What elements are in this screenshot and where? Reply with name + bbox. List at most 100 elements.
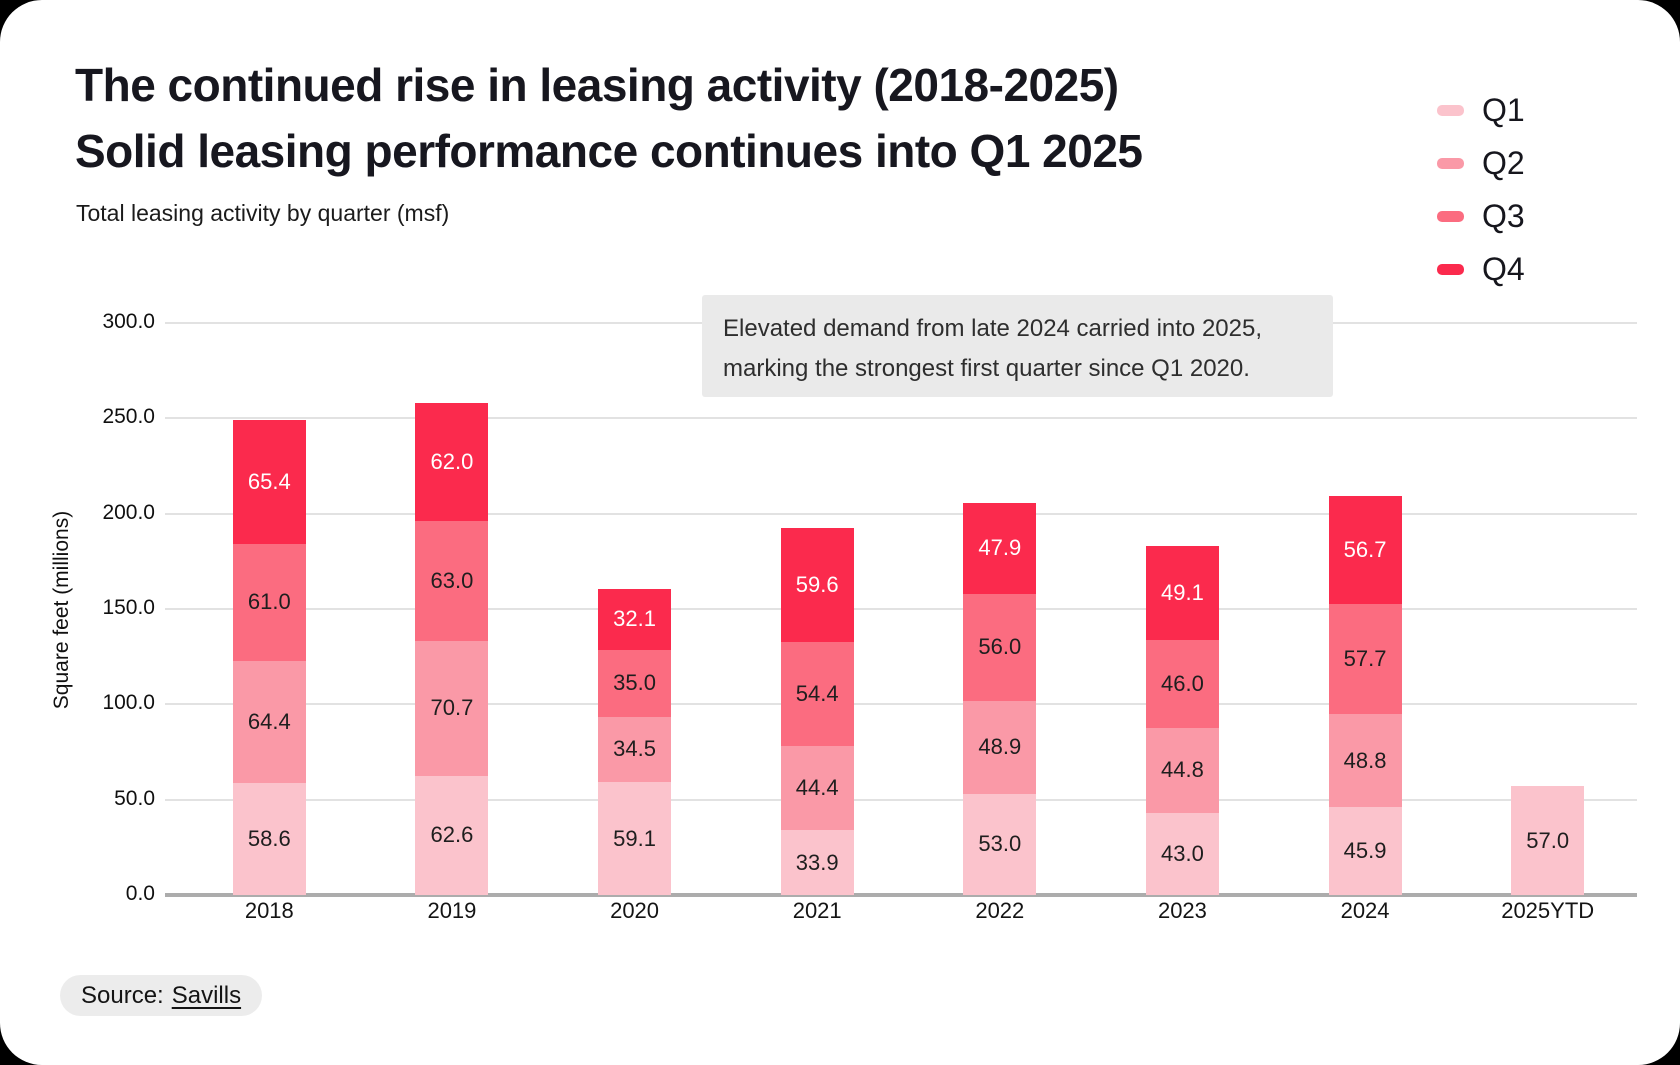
legend: Q1 Q2 Q3 Q4 <box>1437 84 1525 296</box>
x-axis-label-2022: 2022 <box>975 898 1025 923</box>
bar-2022: 47.9 56.0 48.9 53.0 <box>963 502 1037 895</box>
bar-segment-2021-q4: 59.6 <box>780 528 854 643</box>
annotation-callout: Elevated demand from late 2024 carried i… <box>702 295 1333 397</box>
bar-value-label: 45.9 <box>1343 838 1387 864</box>
bar-value-label: 70.7 <box>430 695 474 721</box>
source-link[interactable]: Savills <box>171 981 242 1009</box>
x-axis-label-2018: 2018 <box>244 898 294 923</box>
gridline <box>165 512 1637 515</box>
bar-segment-2018-q1: 58.6 <box>232 783 306 895</box>
legend-q4-swatch <box>1437 264 1464 275</box>
bar-2020: 32.1 35.0 34.5 59.1 <box>598 588 672 895</box>
y-axis-tick-label: 50.0 <box>114 786 155 810</box>
legend-item-q3[interactable]: Q3 <box>1437 190 1525 243</box>
gridline <box>165 417 1637 420</box>
gridline <box>165 608 1637 610</box>
y-axis-tick-label: 100.0 <box>102 691 155 715</box>
legend-label-q1: Q1 <box>1482 92 1525 128</box>
legend-q3-swatch <box>1437 211 1464 222</box>
y-axis-tick-label: 300.0 <box>102 310 155 333</box>
bar-value-label: 44.4 <box>795 775 839 801</box>
y-axis-tick-label: 250.0 <box>102 405 155 429</box>
bar-segment-2024-q3: 57.7 <box>1328 604 1402 715</box>
bar-segment-2018-q3: 61.0 <box>232 544 306 661</box>
bar-value-label: 47.9 <box>978 535 1022 561</box>
bar-segment-2024-q2: 48.8 <box>1328 714 1402 808</box>
bar-value-label: 43.0 <box>1161 841 1204 866</box>
bar-segment-2018-q2: 64.4 <box>232 660 306 784</box>
x-axis-label-2023: 2023 <box>1157 898 1207 923</box>
bar-segment-2020-q3: 35.0 <box>598 649 672 717</box>
bar-value-label: 64.4 <box>247 708 291 734</box>
title-line-1: The continued rise in leasing activity (… <box>75 59 1119 111</box>
bar-segment-2021-q1: 33.9 <box>780 830 854 895</box>
bar-segment-2020-q1: 59.1 <box>598 782 672 895</box>
annotation-line-1: Elevated demand from late 2024 carried i… <box>723 315 1263 342</box>
gridline <box>165 703 1637 706</box>
bar-value-label: 56.0 <box>978 634 1022 660</box>
bar-value-label: 32.1 <box>613 606 656 632</box>
bar-2018: 65.4 61.0 64.4 58.6 <box>232 419 306 895</box>
bar-value-label: 59.1 <box>613 825 656 851</box>
bar-segment-2019-q4: 62.0 <box>415 402 489 521</box>
bar-value-label: 59.6 <box>795 572 839 598</box>
bar-value-label: 44.8 <box>1161 757 1204 783</box>
bar-value-label: 58.6 <box>247 826 291 852</box>
bar-value-label: 53.0 <box>978 831 1022 857</box>
page-title: The continued rise in leasing activity (… <box>75 52 1375 184</box>
bar-value-label: 56.7 <box>1343 537 1387 563</box>
bar-segment-2020-q2: 34.5 <box>598 716 672 783</box>
x-axis-line <box>165 893 1637 897</box>
bar-value-label: 34.5 <box>613 736 656 762</box>
bar-value-label: 63.0 <box>430 567 474 593</box>
bar-2023: 49.1 46.0 44.8 43.0 <box>1145 546 1219 895</box>
bar-segment-2018-q4: 65.4 <box>232 419 306 545</box>
y-axis-tick-label: 150.0 <box>102 596 155 619</box>
annotation-line-2: marking the strongest first quarter sinc… <box>723 355 1250 382</box>
legend-item-q4[interactable]: Q4 <box>1437 243 1525 296</box>
x-axis-label-2025YTD: 2025YTD <box>1501 898 1595 923</box>
bar-value-label: 61.0 <box>247 589 291 615</box>
bar-value-label: 35.0 <box>613 670 656 696</box>
legend-label-q4: Q4 <box>1482 251 1525 287</box>
gridline <box>165 798 1637 801</box>
bar-value-label: 49.1 <box>1161 580 1204 606</box>
bar-segment-2023-q1: 43.0 <box>1145 813 1219 895</box>
bar-segment-2023-q4: 49.1 <box>1145 546 1219 640</box>
legend-item-q1[interactable]: Q1 <box>1437 84 1525 137</box>
bar-2021: 59.6 54.4 44.4 33.9 <box>780 528 854 895</box>
bar-value-label: 57.0 <box>1526 827 1570 853</box>
source-prefix: Source: <box>81 981 164 1009</box>
title-line-2: Solid leasing performance continues into… <box>75 125 1143 177</box>
bar-segment-2024-q4: 56.7 <box>1328 496 1402 605</box>
bar-segment-2022-q3: 56.0 <box>963 593 1037 701</box>
bar-segment-2020-q4: 32.1 <box>598 588 672 650</box>
legend-label-q2: Q2 <box>1482 145 1525 181</box>
bar-2024: 56.7 57.7 48.8 45.9 <box>1328 496 1402 895</box>
bar-value-label: 62.6 <box>430 822 474 848</box>
legend-label-q3: Q3 <box>1482 198 1525 234</box>
bar-segment-2023-q3: 46.0 <box>1145 639 1219 728</box>
bar-segment-2022-q2: 48.9 <box>963 700 1037 794</box>
bar-2025YTD: 57.0 <box>1511 786 1585 895</box>
bar-segment-2021-q3: 54.4 <box>780 642 854 746</box>
bar-segment-2019-q3: 63.0 <box>415 520 489 641</box>
bar-value-label: 54.4 <box>795 680 839 706</box>
y-axis-tick-label: 200.0 <box>102 500 155 524</box>
bar-value-label: 48.9 <box>978 734 1022 760</box>
source-badge: Source: Savills <box>60 975 263 1016</box>
legend-q1-swatch <box>1437 105 1464 116</box>
bar-value-label: 46.0 <box>1161 670 1204 696</box>
bar-segment-2022-q1: 53.0 <box>963 793 1037 895</box>
bar-segment-2019-q2: 70.7 <box>415 640 489 776</box>
x-axis-label-2020: 2020 <box>610 898 660 923</box>
x-axis-label-2019: 2019 <box>427 898 477 923</box>
bar-value-label: 62.0 <box>430 448 474 474</box>
bar-segment-2024-q1: 45.9 <box>1328 807 1402 895</box>
bar-segment-2023-q2: 44.8 <box>1145 727 1219 814</box>
bar-2019: 62.0 63.0 70.7 62.6 <box>415 402 489 895</box>
bar-segment-2021-q2: 44.4 <box>780 745 854 831</box>
legend-item-q2[interactable]: Q2 <box>1437 137 1525 190</box>
